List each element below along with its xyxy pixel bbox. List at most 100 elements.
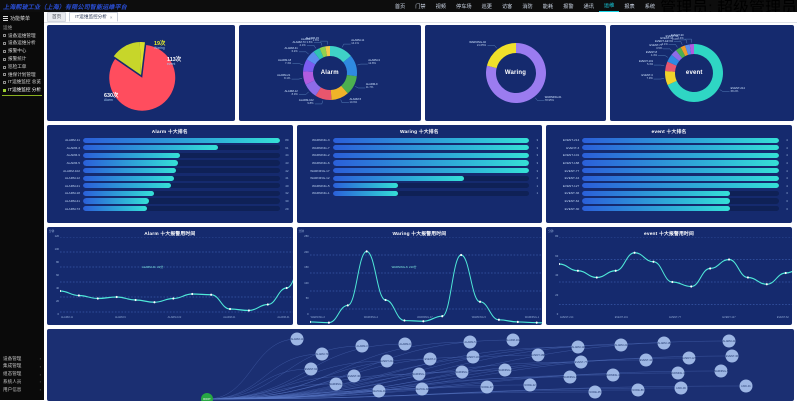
bar-row: EVENT-3 4 [548, 144, 788, 152]
sidebar-bottom-item-label: 设备管理 [3, 355, 22, 361]
donut-slice [486, 43, 516, 69]
bar-fill [83, 168, 176, 174]
graph-root-label: ROOT [203, 397, 211, 401]
bar-label: EVENT-44 [564, 176, 580, 181]
event-duration-panel[interactable]: event 十大报警用时间 80 60 40 20 0 分钟 EVENT-214 EVENT-… [546, 227, 792, 325]
graph-node [329, 377, 343, 391]
nav-item-12[interactable]: 系统 [644, 3, 656, 10]
y-tick: 20 [56, 300, 59, 303]
sidebar-item-6[interactable]: IT运维监控 总览 [0, 79, 44, 87]
tab-home[interactable]: 首页 [47, 12, 67, 22]
y-tick: 40 [555, 274, 559, 277]
waring-duration-panel[interactable]: Waring 十大报警用时间 250 200 150 100 50 0 分钟 WARNING-… [296, 227, 543, 325]
overview-pie-chart: 630次 Alarm 113次 event 19次 Waring [49, 27, 233, 119]
bar-fill [582, 190, 730, 197]
bar-value: 41 [285, 176, 289, 181]
sidebar-item-label: IT运维监控 分析 [8, 87, 41, 93]
bullet-icon [3, 34, 6, 38]
graph-node [412, 367, 426, 381]
donut-slice [302, 71, 315, 85]
nav-item-3[interactable]: 停车场 [456, 3, 472, 10]
waring-donut-panel[interactable]: WARNING-01 78.95% WARNING-02 21.05% Waring [424, 25, 607, 121]
waring-top10-panel[interactable]: Waring 十大排名 WARNING-3 3 WARNING-7 3 WARNING-… [296, 125, 543, 223]
graph-edge [206, 353, 323, 400]
sidebar-bottom-item-1[interactable]: 集成管理 › [0, 363, 44, 371]
donut-slice [306, 51, 320, 65]
graph-node-label: ALARM-41 [723, 339, 736, 343]
bullet-icon [3, 65, 6, 69]
data-point [60, 289, 61, 293]
sidebar-bottom-item-2[interactable]: 组态管理 › [0, 371, 44, 379]
bar-track [332, 152, 530, 159]
bar-row: EVENT-214 4 [548, 137, 788, 145]
bar-value: 29 [285, 206, 289, 211]
bullet-icon [3, 73, 6, 77]
donut-label: ALARM-5 10.6% [349, 98, 362, 105]
close-icon[interactable]: × [109, 14, 113, 20]
data-point [210, 293, 213, 296]
nav-item-10[interactable]: 运维 [598, 0, 620, 12]
alarm-top10-panel[interactable]: Alarm 十大排名 ALARM-11 89 ALARM-3 61 ALARM-9 44 A… [47, 125, 293, 223]
nav-item-0[interactable]: 首页 [394, 3, 406, 10]
bar-value: 3 [536, 145, 539, 150]
sidebar-item-1[interactable]: 设备运维分析 [0, 40, 44, 48]
sidebar-bottom-item-label: 组态管理 [3, 371, 22, 377]
bar-value: 32 [285, 191, 289, 196]
event-top10-panel[interactable]: event 十大排名 EVENT-214 4 EVENT-3 4 EVENT-101 4 E… [546, 125, 792, 223]
data-point [747, 276, 750, 279]
sidebar-item-7[interactable]: IT运维监控 分析 [0, 86, 44, 94]
donut-label: WARNING-02 21.05% [469, 40, 486, 47]
nav-item-6[interactable]: 消防 [522, 3, 533, 10]
alarm-donut-panel[interactable]: ALARM-11 14.1% ALARM-3 12.8% ALARM-9 11.7% ALA… [238, 25, 421, 121]
donut-label: EVENT-214 68.2% [730, 86, 745, 93]
data-point [134, 298, 137, 302]
nav-item-8[interactable]: 报警 [563, 3, 574, 10]
bar-fill [83, 145, 218, 151]
bar-row: ALARM-41 30 [49, 197, 289, 205]
bar-fill [83, 175, 174, 181]
relation-graph-panel[interactable]: ALARM-11 ALARM-3 ALARM-9 ALARM-5 ALARM-102 AL… [47, 329, 794, 401]
nav-item-7[interactable]: 能耗 [542, 3, 554, 10]
hamburger-icon[interactable] [3, 16, 8, 21]
sidebar-bottom-item-4[interactable]: 用户信息 › [0, 386, 44, 394]
leader-line [654, 64, 665, 67]
sidebar-item-0[interactable]: 设备运维管理 [0, 32, 44, 40]
nav-item-2[interactable]: 视频 [435, 3, 446, 10]
nav-item-9[interactable]: 通讯 [583, 3, 594, 10]
x-tick: EVENT-77 [669, 316, 682, 319]
graph-node-label: EVENT-62 [305, 367, 318, 371]
sidebar-item-5[interactable]: 维保计划管理 [0, 71, 44, 79]
sidebar-bottom-item-3[interactable]: 系统人员 › [0, 378, 44, 386]
top-navigation[interactable]: 首页 门禁 视频 停车场 巡更 访客 消防 能耗 报警 通讯 运维 报表 系统 [390, 0, 660, 12]
sidebar-item-2[interactable]: 报警中心 [0, 48, 44, 56]
sidebar-bottom-items: 设备管理 › 集成管理 › 组态管理 › 系统人员 › 用户信息 › [0, 355, 44, 394]
nav-item-1[interactable]: 门禁 [415, 3, 426, 10]
nav-item-5[interactable]: 访客 [501, 3, 513, 10]
alarm-duration-panel[interactable]: Alarm 十大报警用时间 120 100 80 60 40 20 0 分钟 ALARM-11 A… [47, 227, 293, 325]
nav-item-4[interactable]: 巡更 [481, 3, 492, 10]
data-point [421, 320, 424, 323]
bullet-icon [3, 88, 6, 92]
bar-value: 1 [536, 183, 539, 188]
sidebar-item-4[interactable]: 巡检工单 [0, 63, 44, 71]
bar-value: 89 [285, 138, 289, 143]
waring-duration-title: Waring 十大报警用时间 [392, 231, 447, 237]
bar-track [332, 175, 530, 181]
sidebar-header[interactable]: 功能菜单 [0, 14, 44, 23]
event-donut-panel[interactable]: EVENT-214 68.2% EVENT-3 7.9% EVENT-101 5.3% EV… [610, 25, 794, 121]
donut-label: EVENT-101 5.3% [638, 60, 654, 67]
chevron-right-icon: › [39, 355, 41, 361]
graph-node-label: WARNING-17 [605, 373, 622, 377]
graph-node-label: WARNING-12 [670, 371, 687, 375]
sidebar-item-3[interactable]: 报警统计 [0, 55, 44, 63]
sidebar-bottom-item-0[interactable]: 设备管理 › [0, 355, 44, 363]
alarm-top10-bars: ALARM-11 89 ALARM-3 61 ALARM-9 44 ALARM-5 43 ALA… [47, 136, 293, 213]
leader-line [292, 63, 303, 65]
nav-item-11[interactable]: 报表 [624, 3, 635, 10]
overview-pie-panel[interactable]: 630次 Alarm 113次 event 19次 Waring [47, 25, 235, 121]
pie-label: 630次 Alarm [104, 93, 119, 103]
graph-node [674, 381, 688, 395]
data-point [172, 297, 175, 300]
tab-it-ops-analysis[interactable]: IT运维监控分析 × [69, 12, 118, 22]
bar-row: EVENT-30 3 [548, 205, 788, 213]
